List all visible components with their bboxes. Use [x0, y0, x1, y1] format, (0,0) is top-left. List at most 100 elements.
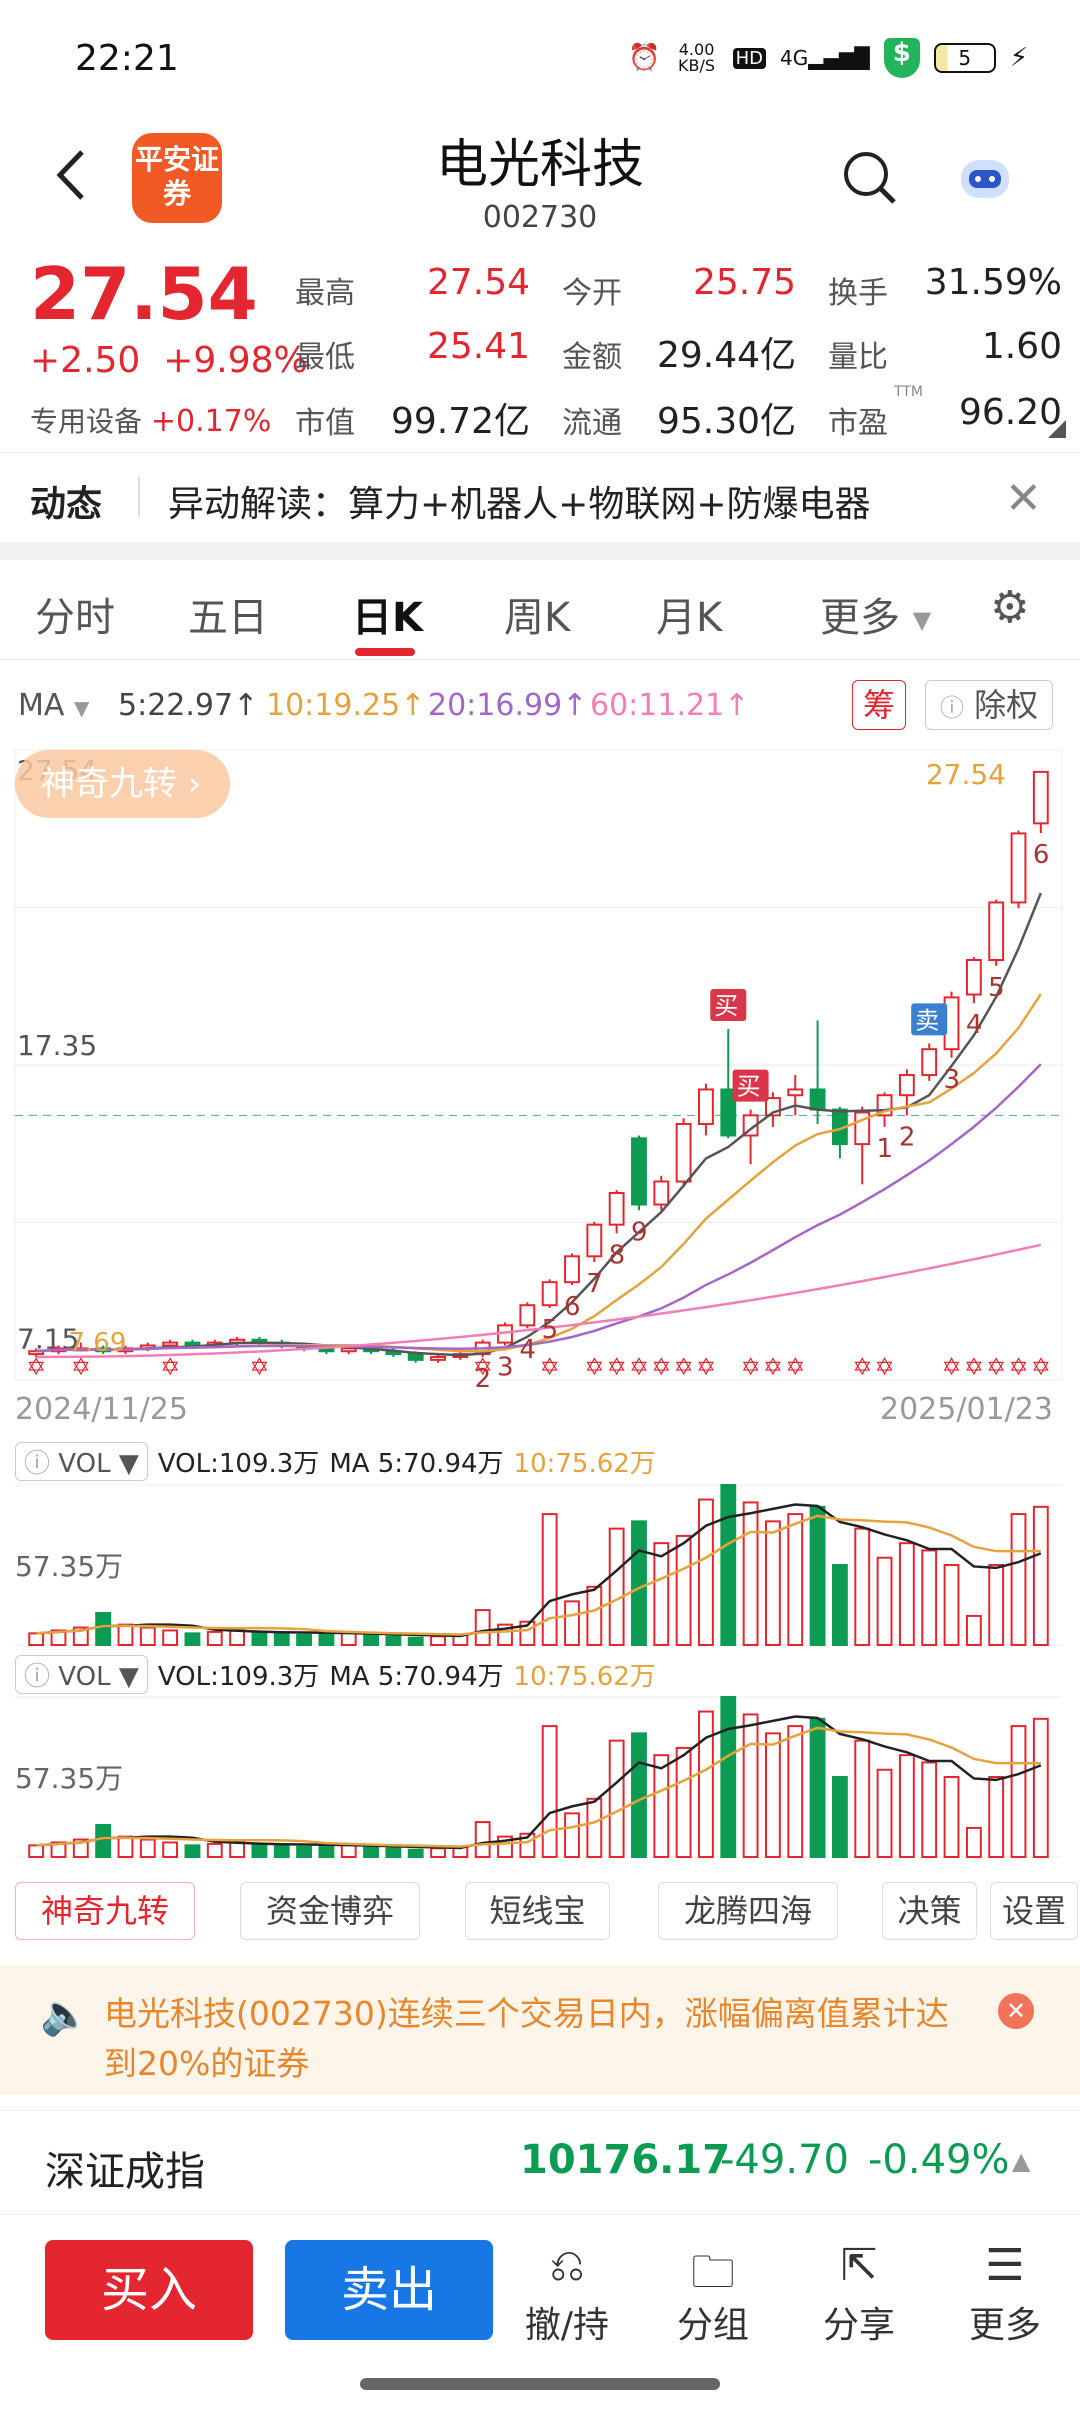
candlestick-chart[interactable]: 27.5417.357.1527.547.6923456789123456买买卖…	[0, 740, 1080, 1440]
ma10-line	[36, 993, 1042, 1353]
feature-capital-game[interactable]: 资金博弈	[240, 1882, 420, 1940]
volume-bar	[229, 1629, 246, 1646]
close-news-button[interactable]: ✕	[1005, 473, 1042, 524]
tab-intraday[interactable]: 分时	[35, 595, 115, 641]
nine-turn-number: 3	[497, 1352, 514, 1382]
feature-nine-turn[interactable]: 神奇九转	[15, 1882, 195, 1940]
battery-level: 5	[958, 46, 972, 70]
ma-selector[interactable]: MA ▼	[18, 688, 89, 723]
news-label: 动态	[30, 484, 103, 525]
ma20-value: 20:16.99↑	[428, 688, 588, 723]
group-button[interactable]: 🗀 分组	[658, 2240, 768, 2348]
nine-turn-number: 4	[966, 1010, 983, 1040]
search-icon	[844, 152, 896, 204]
star-marker: ✡	[607, 1353, 627, 1381]
star-marker: ✡	[629, 1353, 649, 1381]
vol-ma10-line	[36, 1726, 1041, 1848]
feature-decision[interactable]: 决策	[882, 1882, 977, 1940]
index-name: 深证成指	[45, 2149, 205, 2195]
tab-daily-k[interactable]: 日K	[352, 595, 423, 641]
candle-body	[1010, 832, 1027, 904]
back-icon	[56, 150, 84, 200]
chart-settings-button[interactable]: ⚙	[990, 582, 1029, 633]
nine-turn-badge[interactable]: 神奇九转 ›	[15, 750, 230, 818]
ma60-line	[36, 1243, 1042, 1359]
tab-five-day[interactable]: 五日	[188, 595, 268, 641]
quote-key: 最高	[295, 276, 355, 311]
expand-corner-icon[interactable]	[1048, 420, 1066, 438]
vol-selector-1[interactable]: ⓘ VOL ▼	[15, 1442, 148, 1481]
volume-bar	[765, 1520, 781, 1646]
risk-alert[interactable]: 🔈 电光科技(002730)连续三个交易日内，涨幅偏离值累计达到20%的证券 ✕	[0, 1965, 1080, 2095]
nine-turn-number: 8	[609, 1240, 626, 1270]
alarm-icon: ⏰	[628, 43, 661, 73]
vol-selector-2[interactable]: ⓘ VOL ▼	[15, 1655, 148, 1694]
star-marker: ✡	[71, 1353, 91, 1381]
star-marker: ✡	[964, 1353, 984, 1381]
candle-body	[988, 901, 1005, 962]
nine-turn-number: 6	[1033, 840, 1050, 870]
volume-bar	[541, 1725, 558, 1858]
search-button[interactable]	[840, 148, 900, 208]
feature-settings[interactable]: 设置	[990, 1882, 1078, 1940]
candle-body	[586, 1223, 603, 1258]
gear-icon: ⚙	[990, 582, 1030, 633]
volume-bar	[787, 1513, 804, 1646]
adjust-button[interactable]: ⓘ 除权	[925, 680, 1053, 730]
ma20-line	[36, 1063, 1042, 1353]
volume-bar	[28, 1632, 45, 1646]
candle-body	[965, 959, 982, 996]
volume-bar	[273, 1844, 290, 1858]
volume-bar	[541, 1513, 558, 1646]
volume-bar	[965, 1826, 982, 1858]
more-button[interactable]: ☰ 更多	[950, 2240, 1060, 2348]
feature-dragon[interactable]: 龙腾四海	[658, 1882, 838, 1940]
nine-turn-number: 2	[899, 1122, 916, 1152]
index-change: -49.70	[720, 2137, 849, 2183]
ma60-value: 60:11.21↑	[590, 688, 750, 723]
quote-key: 最低	[295, 340, 355, 375]
volume-bar	[742, 1713, 759, 1859]
speaker-icon: 🔈	[40, 1992, 90, 2038]
volume-bar	[809, 1505, 826, 1647]
ma10-value: 10:19.25↑	[266, 688, 426, 723]
sector-info[interactable]: 专用设备 +0.17%	[30, 400, 271, 440]
robot-assistant-button[interactable]	[955, 148, 1015, 208]
vol-ma10-2: 10:75.62万	[513, 1662, 656, 1692]
volume-bar	[296, 1633, 312, 1646]
volume-chart-1	[15, 1484, 1062, 1647]
index-ticker[interactable]: 深证成指 10176.17 -49.70 -0.49% ▲	[0, 2110, 1080, 2215]
volume-bar	[631, 1520, 647, 1646]
feature-short-line[interactable]: 短线宝	[465, 1882, 610, 1940]
volume-bar	[251, 1630, 268, 1646]
news-bar[interactable]: 动态 异动解读：算力+机器人+物联网+防爆电器 ✕	[0, 452, 1080, 542]
candle-body	[28, 1350, 45, 1356]
news-text: 异动解读：算力+机器人+物联网+防爆电器	[168, 484, 871, 525]
buy-button[interactable]: 买入	[45, 2240, 253, 2340]
tab-more-label: 更多	[820, 595, 900, 641]
tab-more[interactable]: 更多 ▼	[820, 585, 931, 643]
close-alert-button[interactable]: ✕	[998, 1993, 1034, 2029]
volume-bar	[407, 1848, 424, 1859]
volume-bar	[564, 1812, 580, 1859]
candle-body	[407, 1353, 424, 1361]
tab-weekly-k[interactable]: 周K	[504, 595, 571, 641]
volume-bar	[720, 1484, 737, 1646]
volume-bar	[1010, 1725, 1027, 1858]
quote-key: 市盈	[828, 406, 888, 441]
back-button[interactable]	[40, 140, 100, 210]
star-marker: ✡	[249, 1353, 269, 1381]
change-pct: +9.98%	[163, 340, 308, 381]
tab-monthly-k[interactable]: 月K	[656, 595, 723, 641]
volume-bar	[50, 1841, 67, 1858]
vol-value-2: VOL:109.3万	[157, 1662, 320, 1692]
share-label: 分享	[822, 2305, 895, 2346]
sell-button[interactable]: 卖出	[285, 2240, 493, 2340]
cancel-hold-button[interactable]: ⎌ 撤/持	[512, 2240, 622, 2348]
chip-button[interactable]: 筹	[852, 680, 906, 730]
nine-turn-number: 6	[564, 1292, 581, 1322]
volume-bar	[117, 1623, 134, 1647]
share-button[interactable]: ⇱ 分享	[804, 2240, 914, 2348]
star-marker: ✡	[785, 1353, 805, 1381]
home-indicator	[360, 2378, 720, 2390]
